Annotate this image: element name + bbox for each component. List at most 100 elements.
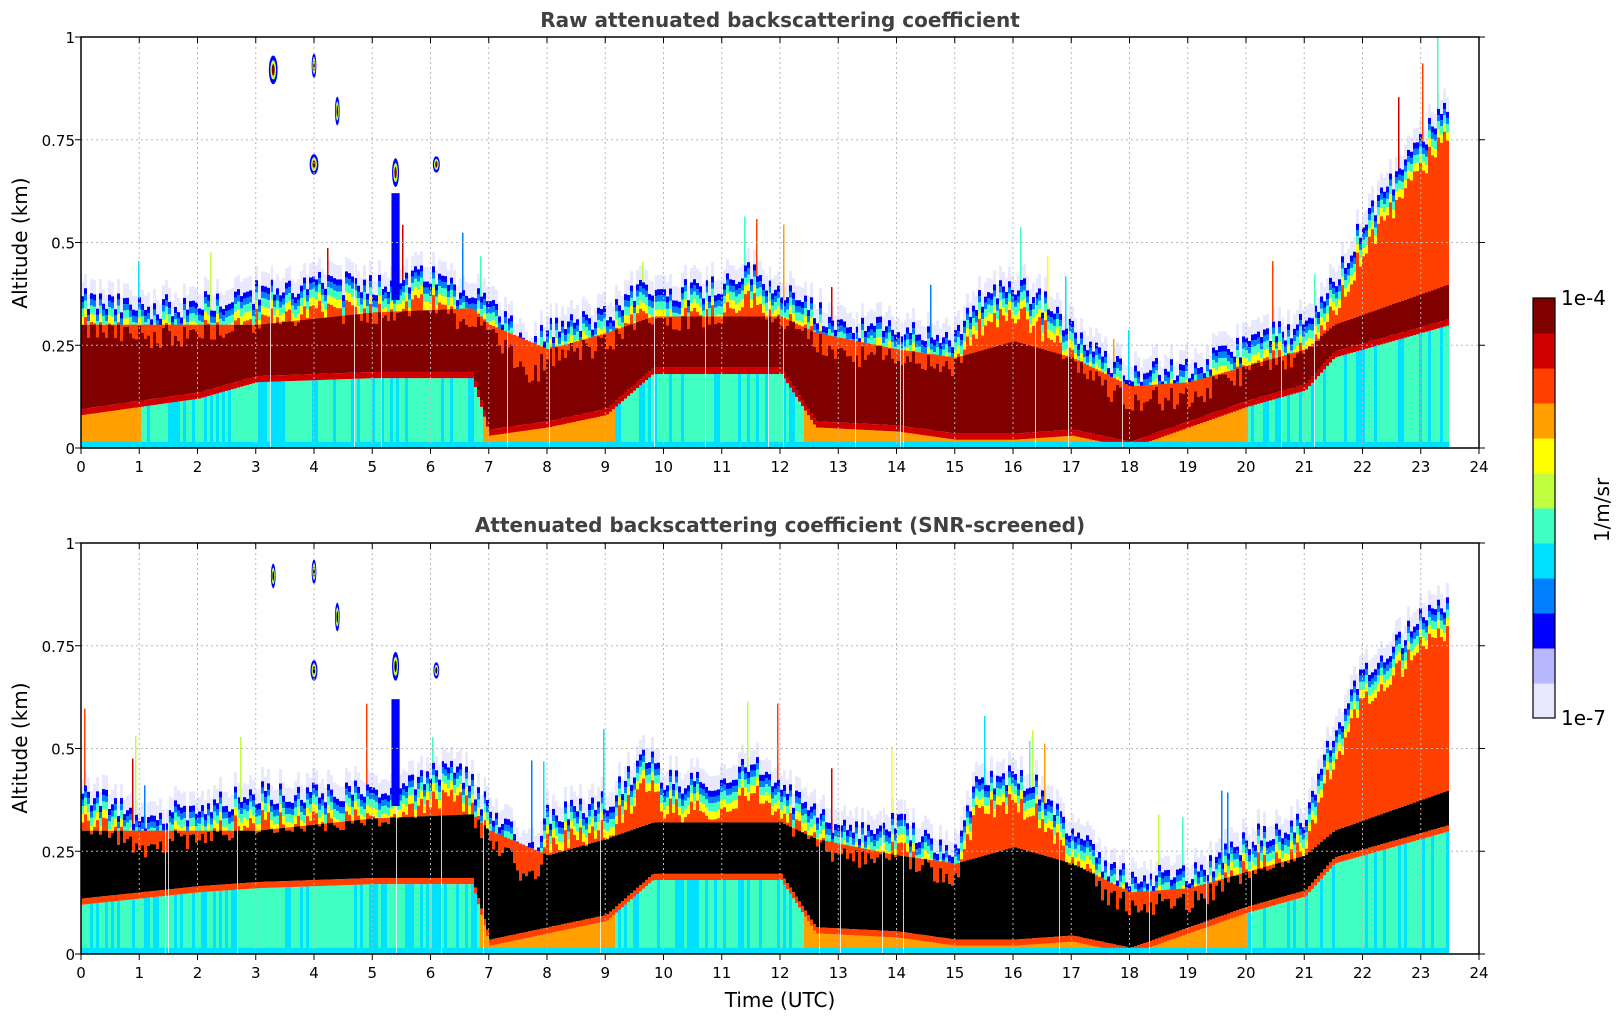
heatmap-cell <box>891 425 894 432</box>
heatmap-cell <box>993 290 996 297</box>
heatmap-cell <box>387 291 390 299</box>
heatmap-column <box>519 318 522 448</box>
heatmap-cell <box>1224 408 1227 415</box>
heatmap-column <box>768 255 771 448</box>
heatmap-cell <box>624 314 627 323</box>
heatmap-cell <box>1218 410 1221 417</box>
heatmap-cell <box>807 409 810 416</box>
heatmap-cell <box>1260 441 1263 448</box>
heatmap-cell <box>405 301 408 312</box>
heatmap-cell <box>855 423 858 430</box>
heatmap-spike <box>1113 339 1115 362</box>
heatmap-cell <box>1188 363 1191 379</box>
heatmap-cell <box>312 282 315 289</box>
heatmap-cell <box>444 441 447 448</box>
heatmap-cell <box>558 418 561 426</box>
heatmap-cell <box>375 323 378 372</box>
heatmap-cell <box>1365 348 1368 448</box>
heatmap-cell <box>411 378 414 448</box>
heatmap-column <box>906 313 909 448</box>
heatmap-cell <box>813 418 816 425</box>
heatmap-cell <box>963 355 966 434</box>
heatmap-cell <box>1266 441 1269 448</box>
heatmap-cell <box>1344 296 1347 321</box>
heatmap-cell <box>843 327 846 334</box>
heatmap-cell <box>465 295 468 303</box>
heatmap-cell <box>1086 364 1089 379</box>
heatmap-cell <box>1416 148 1419 155</box>
heatmap-column <box>1101 342 1104 448</box>
heatmap-cell <box>1140 381 1143 389</box>
heatmap-cell <box>381 301 384 310</box>
heatmap-cell <box>504 427 507 434</box>
heatmap-cell <box>171 396 174 403</box>
heatmap-column <box>129 290 132 448</box>
heatmap-cell <box>1272 321 1275 328</box>
heatmap-cell <box>282 321 285 322</box>
heatmap-cell <box>126 310 129 319</box>
heatmap-cell <box>840 422 843 429</box>
heatmap-cell <box>1365 224 1368 231</box>
heatmap-cell <box>1230 380 1233 407</box>
heatmap-cell <box>90 407 93 414</box>
heatmap-cell <box>408 299 411 308</box>
heatmap-cell <box>1365 230 1368 237</box>
heatmap-cell <box>1023 343 1026 433</box>
heatmap-cell <box>870 308 873 324</box>
heatmap-cell <box>1332 359 1335 448</box>
heatmap-cell <box>507 332 510 348</box>
heatmap-cell <box>972 305 975 312</box>
heatmap-cell <box>411 256 414 271</box>
heatmap-cell <box>486 441 489 448</box>
heatmap-cell <box>1221 415 1224 448</box>
heatmap-cell <box>924 441 927 448</box>
heatmap-cell <box>945 344 948 353</box>
heatmap-cell <box>432 441 435 448</box>
heatmap-column <box>1125 365 1128 448</box>
heatmap-cell <box>483 278 486 293</box>
heatmap-cell <box>978 302 981 311</box>
heatmap-cell <box>669 374 672 448</box>
heatmap-cell <box>489 329 492 430</box>
heatmap-cell <box>777 285 780 292</box>
heatmap-cell <box>936 347 939 356</box>
heatmap-cell <box>942 355 945 367</box>
heatmap-cell <box>1011 302 1014 311</box>
heatmap-cell <box>756 441 759 448</box>
heatmap-cell <box>444 288 447 297</box>
heatmap-cell <box>1233 405 1236 412</box>
heatmap-column <box>1179 349 1182 448</box>
heatmap-column <box>738 267 741 448</box>
heatmap-cell <box>1158 374 1161 382</box>
heatmap-cell <box>108 405 111 412</box>
heatmap-cell <box>765 367 768 375</box>
heatmap-cell <box>1098 376 1101 436</box>
heatmap-cell <box>372 441 375 448</box>
heatmap-column <box>84 273 87 448</box>
heatmap-cell <box>1098 359 1101 368</box>
heatmap-cell <box>192 313 195 322</box>
heatmap-cell <box>723 367 726 375</box>
heatmap-cell <box>1170 383 1173 388</box>
heatmap-cell <box>1410 137 1413 152</box>
heatmap-cell <box>984 282 987 297</box>
heatmap-column <box>783 224 786 448</box>
heatmap-cell <box>789 320 792 382</box>
cloud-feature <box>334 96 340 126</box>
heatmap-spike <box>930 284 932 338</box>
heatmap-cell <box>276 288 279 295</box>
heatmap-cell <box>1017 311 1020 320</box>
heatmap-cell <box>1152 390 1155 434</box>
heatmap-cell <box>864 359 867 424</box>
heatmap-cell <box>816 427 819 448</box>
heatmap-cell <box>804 295 807 302</box>
heatmap-cell <box>294 309 297 318</box>
heatmap-cell <box>183 441 186 448</box>
heatmap-cell <box>1173 383 1176 409</box>
heatmap-cell <box>393 371 396 379</box>
heatmap-cell <box>207 324 210 390</box>
heatmap-cell <box>711 276 714 283</box>
heatmap-cell <box>660 289 663 296</box>
heatmap-column <box>1203 358 1206 448</box>
heatmap-cell <box>843 350 846 423</box>
